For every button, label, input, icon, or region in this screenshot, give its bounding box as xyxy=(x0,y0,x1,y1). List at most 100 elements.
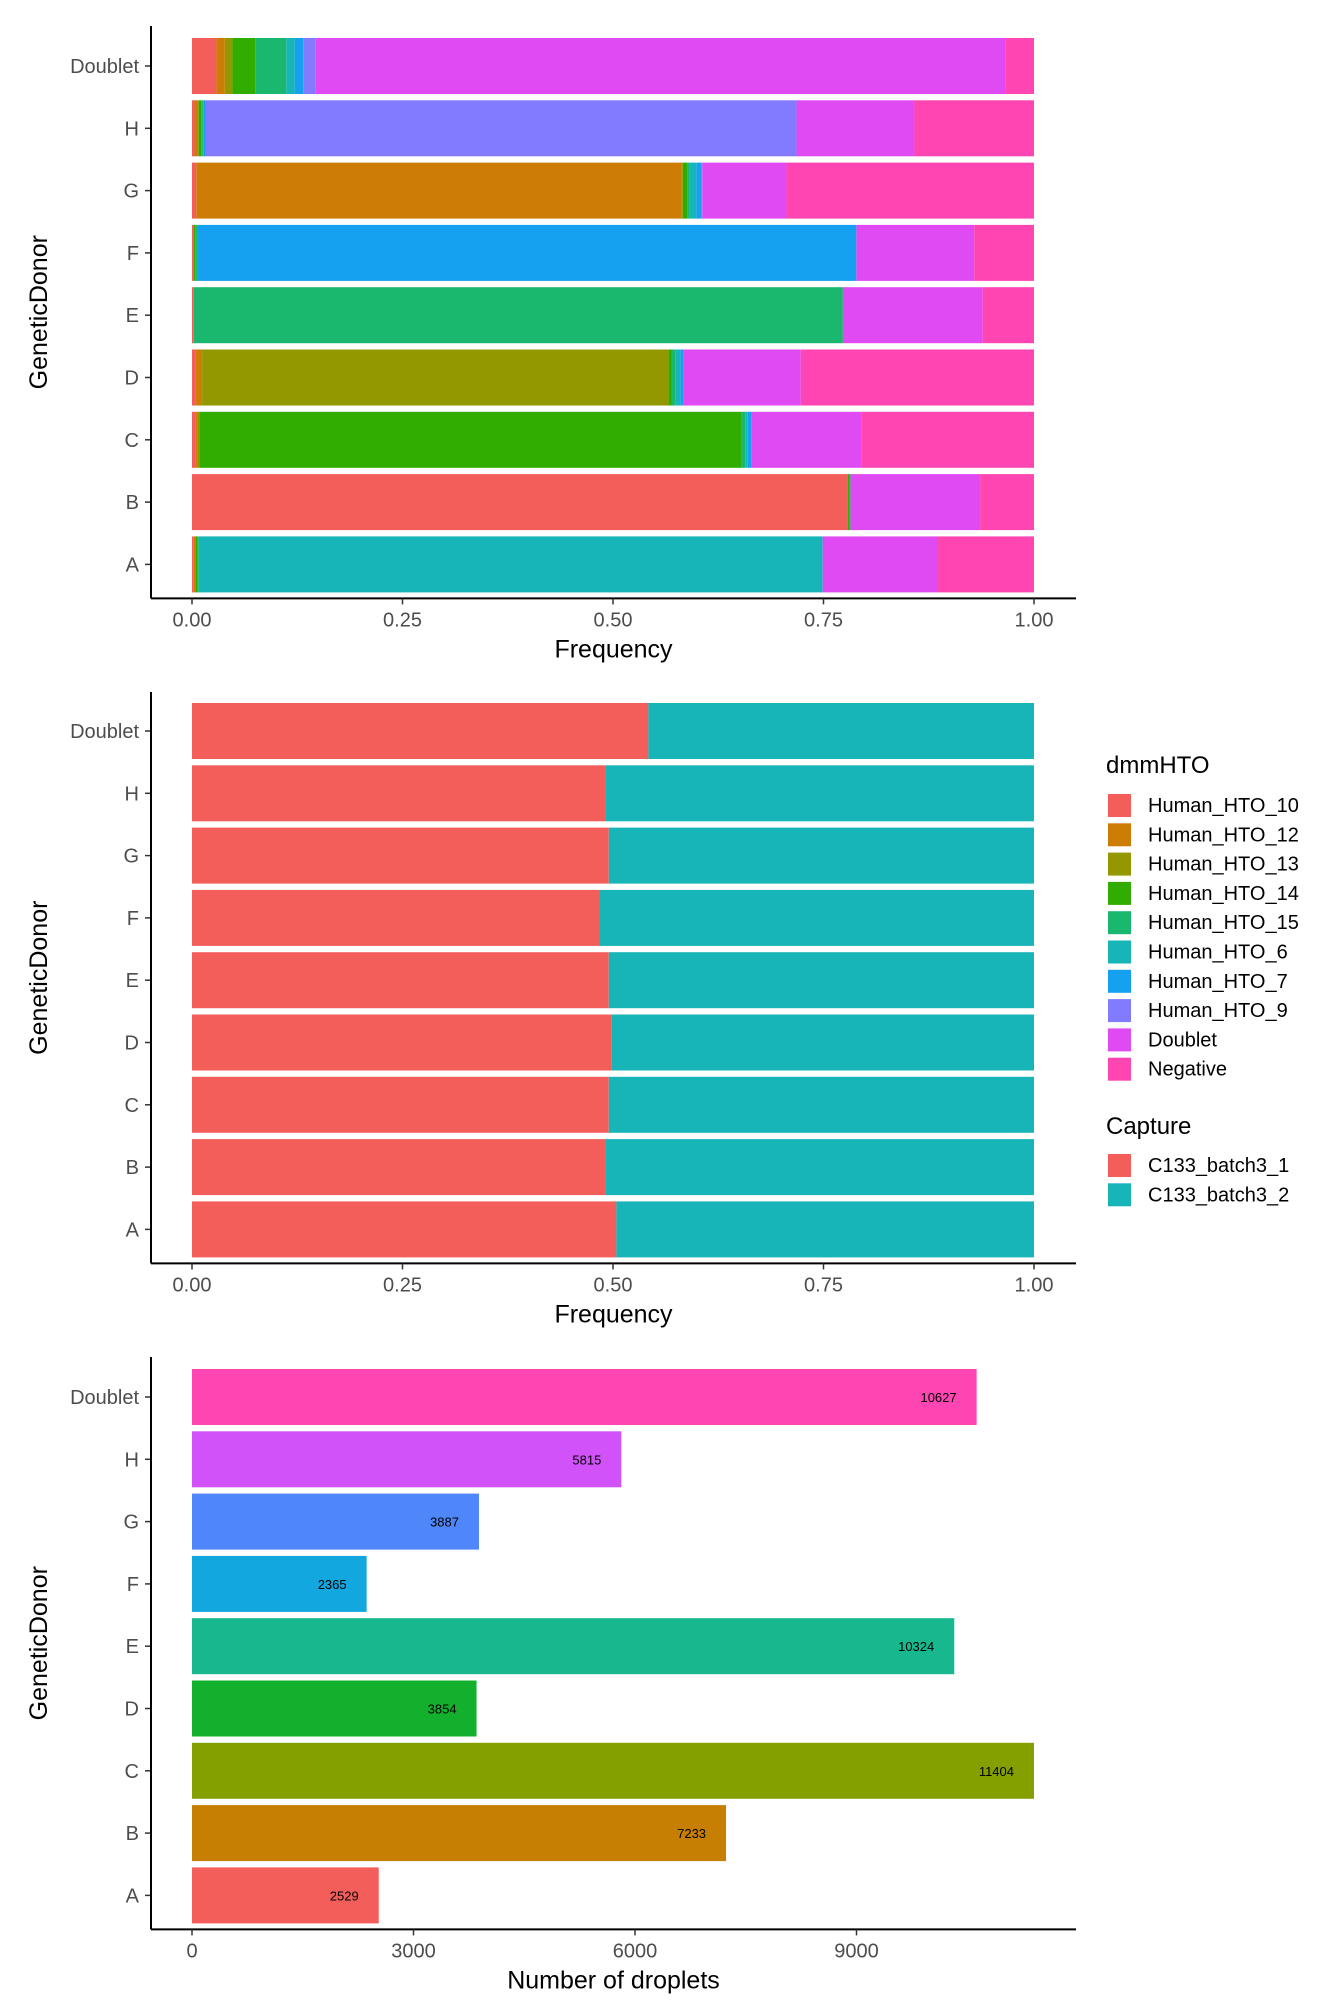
bar xyxy=(192,1867,379,1924)
bar-segment xyxy=(599,889,1034,946)
bar-segment xyxy=(193,224,196,281)
y-tick-label: F xyxy=(127,243,139,265)
bar-segment xyxy=(192,224,194,281)
bar-segment xyxy=(193,287,843,344)
y-axis-title: GeneticDonor xyxy=(25,901,53,1055)
y-tick-label: E xyxy=(126,305,139,327)
legend-swatch xyxy=(1108,852,1131,876)
bar-segment xyxy=(192,1076,609,1133)
x-tick-label: 9000 xyxy=(834,1940,879,1962)
data-label: 3854 xyxy=(428,1702,457,1717)
legend-swatch xyxy=(1108,881,1131,905)
x-axis-title: Frequency xyxy=(554,1300,673,1328)
y-tick-label: H xyxy=(125,783,139,805)
bar-segment xyxy=(315,38,1006,94)
legend-label: Negative xyxy=(1148,1059,1227,1081)
bar-segment xyxy=(192,349,196,406)
bar-segment xyxy=(701,162,703,219)
legend-swatch xyxy=(1108,940,1131,964)
chart-panel-1: Doublet H G F E D C B A 0.00 0.25 0.50 0.75 1.00 Frequ… xyxy=(25,26,1076,663)
legend-label: Doublet xyxy=(1148,1029,1217,1051)
bar-segment xyxy=(680,349,684,406)
bar-segment xyxy=(202,100,204,157)
bar-segment xyxy=(216,38,225,94)
bar-segment xyxy=(192,38,217,94)
legend-dmmHTO: dmmHTO Human_HTO_10 Human_HTO_12 Human_HTO_… xyxy=(1106,752,1299,1081)
bar-segment xyxy=(192,1014,612,1071)
bar-segment xyxy=(681,162,683,219)
bar-segment xyxy=(682,162,688,219)
bar-segment xyxy=(745,411,748,468)
x-tick-label: 0.25 xyxy=(383,1274,422,1296)
data-label: 11404 xyxy=(979,1764,1014,1779)
bar-segment xyxy=(689,162,697,219)
bar-segment xyxy=(687,162,690,219)
bar-segment xyxy=(675,349,681,406)
x-axis-title: Number of droplets xyxy=(507,1966,720,1994)
bar-segment xyxy=(671,349,676,406)
bar-segment xyxy=(856,224,975,281)
legend-swatch xyxy=(1108,1154,1131,1177)
legend-swatch xyxy=(1108,911,1131,935)
bar xyxy=(192,1742,1034,1799)
data-label: 10324 xyxy=(898,1639,934,1654)
bar-segment xyxy=(192,889,600,946)
bar-segment xyxy=(195,349,203,406)
legend-label: C133_batch3_1 xyxy=(1148,1155,1289,1177)
bar xyxy=(192,1680,477,1737)
bar-segment xyxy=(1005,38,1034,94)
x-tick-label: 1.00 xyxy=(1015,1274,1054,1296)
y-tick-label: Doublet xyxy=(70,56,139,78)
legend-swatch xyxy=(1108,999,1131,1023)
legend-swatch xyxy=(1108,1028,1131,1052)
bar-segment xyxy=(199,411,742,468)
bar xyxy=(192,1555,367,1612)
x-tick-label: 0.50 xyxy=(594,1274,633,1296)
legend-swatch xyxy=(1108,1057,1131,1081)
bar-segment xyxy=(201,100,203,157)
bar-segment xyxy=(197,224,857,281)
y-tick-label: H xyxy=(125,1449,139,1471)
bar-segment xyxy=(224,38,233,94)
bar-segment xyxy=(192,1201,617,1258)
bar-segment xyxy=(982,287,1034,344)
y-tick-label: E xyxy=(126,1636,139,1658)
legend-label: Human_HTO_10 xyxy=(1148,795,1299,817)
bar-segment xyxy=(980,474,1034,531)
legend-swatch xyxy=(1108,1183,1131,1207)
y-tick-label: D xyxy=(125,1699,139,1721)
y-tick-label: G xyxy=(123,846,139,868)
legend-label: Human_HTO_9 xyxy=(1148,1000,1288,1022)
data-label: 7233 xyxy=(677,1826,706,1841)
bar-segment xyxy=(842,287,983,344)
legend-swatch xyxy=(1108,969,1131,993)
legend-label: Human_HTO_7 xyxy=(1148,971,1288,993)
y-tick-label: A xyxy=(126,1885,140,1907)
x-tick-label: 0 xyxy=(186,1940,197,1962)
x-tick-label: 3000 xyxy=(391,1940,436,1962)
bar xyxy=(192,1369,977,1425)
legend-label: Human_HTO_12 xyxy=(1148,824,1299,846)
bar-segment xyxy=(192,100,195,157)
legend-title: dmmHTO xyxy=(1106,752,1210,779)
y-axis-title: GeneticDonor xyxy=(25,1566,53,1720)
legend-label: Human_HTO_13 xyxy=(1148,854,1299,876)
bar-segment xyxy=(192,287,194,344)
bar-segment xyxy=(800,349,1034,406)
y-tick-label: B xyxy=(126,1157,139,1179)
bar-segment xyxy=(786,162,1034,219)
x-tick-label: 0.50 xyxy=(594,609,633,631)
bar-segment xyxy=(197,100,199,157)
bar-segment xyxy=(796,100,915,157)
bar-segment xyxy=(847,474,850,531)
bar-segment xyxy=(195,536,198,593)
y-tick-label: Doublet xyxy=(70,1387,139,1409)
bar-segment xyxy=(747,411,752,468)
bar-segment xyxy=(605,1139,1034,1196)
bar-segment xyxy=(668,349,672,406)
chart-panel-2: Doublet H G F E D C B A 0.00 0.25 0.50 0.75 1.00 Frequ… xyxy=(25,692,1076,1328)
y-tick-label: H xyxy=(125,118,139,140)
x-axis-title: Frequency xyxy=(554,635,673,663)
bar-segment xyxy=(197,411,200,468)
